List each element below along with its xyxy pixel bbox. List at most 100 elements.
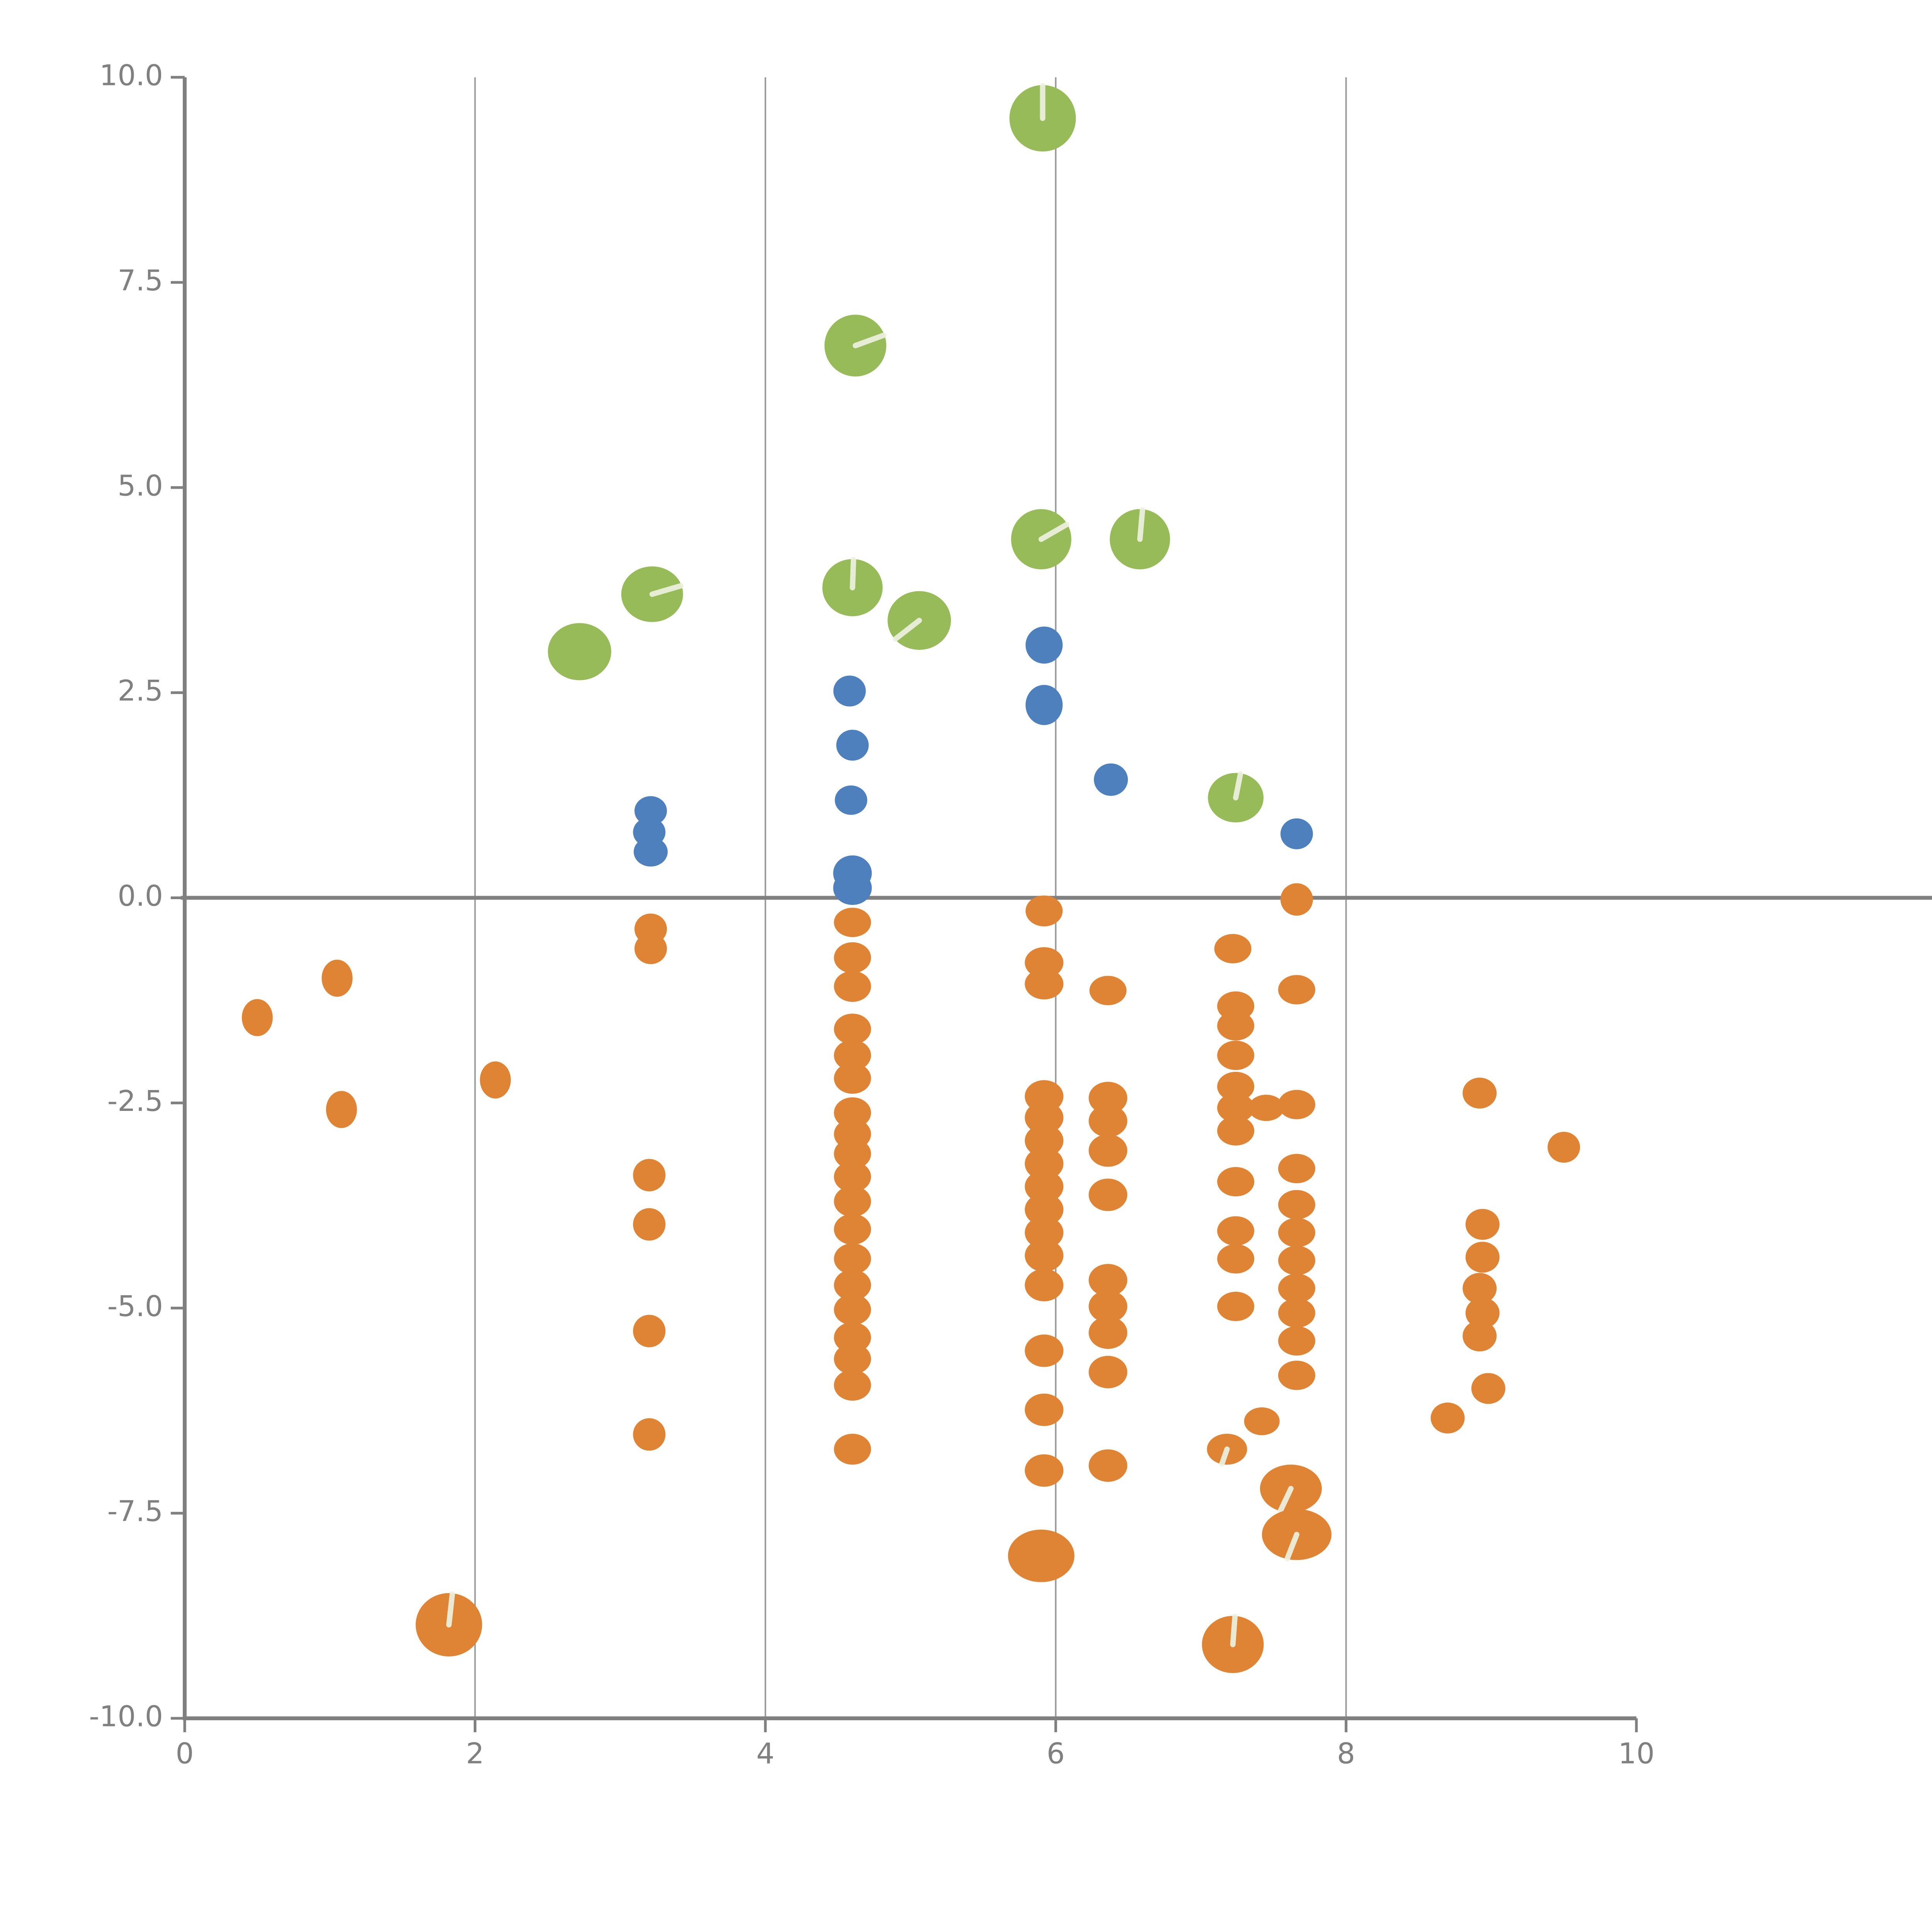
data-point-blue (634, 796, 667, 826)
marker-ellipse (1278, 1274, 1315, 1303)
data-point-orange (1280, 883, 1313, 916)
data-point-orange (1278, 1298, 1315, 1328)
marker-wedge-hand (1137, 507, 1145, 542)
marker-ellipse (1430, 1402, 1465, 1434)
marker-ellipse (1025, 1269, 1064, 1301)
marker-ellipse (1025, 1239, 1064, 1272)
marker-ellipse (1278, 1246, 1315, 1276)
marker-ellipse (834, 1434, 871, 1465)
marker-ellipse (1278, 1190, 1315, 1219)
marker-ellipse (1025, 1170, 1064, 1203)
data-point-orange (1278, 1218, 1315, 1247)
data-point-orange (633, 1315, 666, 1347)
marker-ellipse (1089, 976, 1127, 1005)
y-tick-label: -7.5 (107, 1495, 163, 1528)
data-point-orange (834, 1243, 871, 1274)
marker-ellipse (1217, 1244, 1255, 1274)
marker-wedge-hand (649, 583, 684, 597)
data-point-orange (1278, 975, 1315, 1005)
data-point-orange (1025, 1147, 1064, 1180)
data-point-orange (633, 1418, 666, 1451)
data-point-orange (1207, 1434, 1247, 1467)
data-point-orange (1463, 1320, 1497, 1352)
y-tick-label: 10.0 (99, 59, 163, 92)
marker-ellipse (1278, 1298, 1315, 1328)
marker-ellipse (834, 1322, 871, 1353)
marker-ellipse (1465, 1297, 1500, 1328)
data-point-orange (834, 908, 871, 937)
data-point-orange (834, 1161, 871, 1192)
marker-ellipse (1463, 1320, 1497, 1352)
data-point-orange (1025, 1101, 1064, 1134)
marker-ellipse (1278, 1361, 1315, 1390)
marker-ellipse (1088, 1105, 1128, 1138)
y-tick-label: 0.0 (117, 879, 163, 913)
marker-ellipse (835, 785, 867, 815)
data-point-orange (1278, 1274, 1315, 1303)
marker-wedge-hand (1278, 1486, 1294, 1514)
data-point-orange (834, 1138, 871, 1170)
marker-ellipse (834, 1294, 871, 1325)
marker-ellipse (1217, 1011, 1255, 1041)
data-point-orange (834, 1322, 871, 1353)
marker-ellipse (1025, 1216, 1064, 1249)
tick-labels-group: -10.0 -7.5 -5.0 -2.5 0.0 2.5 5.0 7.5 10.0 0 2 4 6 8 10 (89, 59, 1655, 1770)
marker-ellipse (480, 1061, 511, 1099)
data-point-orange (834, 1343, 871, 1374)
marker-ellipse (834, 1138, 871, 1170)
data-point-orange (1463, 1077, 1497, 1109)
data-point-orange (1217, 1041, 1255, 1070)
data-point-blue (1026, 626, 1063, 664)
marker-wedge-hand (1219, 1446, 1230, 1467)
data-point-orange (834, 1014, 871, 1045)
marker-ellipse (1025, 1454, 1064, 1487)
data-point-orange (1088, 1290, 1128, 1323)
marker-ellipse (1217, 1116, 1255, 1146)
marker-ellipse (834, 1097, 871, 1128)
marker-ellipse (1026, 626, 1063, 664)
data-point-orange (1088, 1082, 1128, 1114)
data-point-orange (242, 999, 273, 1036)
data-point-orange (1025, 1239, 1064, 1272)
marker-ellipse (1025, 1193, 1064, 1226)
y-tick-label: -10.0 (89, 1700, 163, 1733)
data-point-orange (1465, 1297, 1500, 1328)
data-point-orange (480, 1061, 511, 1099)
marker-wedge-hand (1233, 771, 1243, 801)
marker-ellipse (1278, 1326, 1315, 1356)
data-point-orange (834, 1369, 871, 1401)
data-point-orange (1089, 976, 1127, 1005)
data-point-orange (1430, 1402, 1465, 1434)
y-tick-label: 7.5 (117, 264, 163, 297)
marker-wedge-hand (850, 557, 856, 590)
marker-ellipse (1026, 895, 1063, 927)
data-point-orange (1025, 1193, 1064, 1226)
marker-ellipse (833, 675, 866, 707)
marker-wedge-hand (1230, 1614, 1238, 1647)
marker-ellipse (834, 1369, 871, 1401)
y-tick-label: 5.0 (117, 469, 163, 502)
marker-ellipse (1471, 1373, 1505, 1404)
data-point-orange (1278, 1326, 1315, 1356)
y-tick-label: 2.5 (117, 674, 163, 707)
data-point-orange (1217, 1011, 1255, 1041)
data-point-orange (834, 1214, 871, 1245)
data-point-orange (1025, 1124, 1064, 1157)
data-point-orange (1025, 968, 1064, 1000)
marker-ellipse (1248, 1095, 1284, 1121)
data-point-green (1208, 771, 1264, 823)
marker-ellipse (1088, 1134, 1128, 1167)
marker-ellipse (1217, 1093, 1255, 1123)
data-point-green (1110, 507, 1170, 570)
marker-ellipse (1026, 685, 1063, 725)
data-point-orange (1088, 1134, 1128, 1167)
data-point-orange (415, 1591, 482, 1656)
marker-ellipse (1008, 1529, 1075, 1582)
data-point-orange (834, 942, 871, 973)
marker-ellipse (1278, 1090, 1315, 1119)
data-point-orange (1278, 1361, 1315, 1390)
data-point-blue (1026, 685, 1063, 725)
marker-ellipse (634, 933, 667, 964)
marker-ellipse (242, 999, 273, 1036)
